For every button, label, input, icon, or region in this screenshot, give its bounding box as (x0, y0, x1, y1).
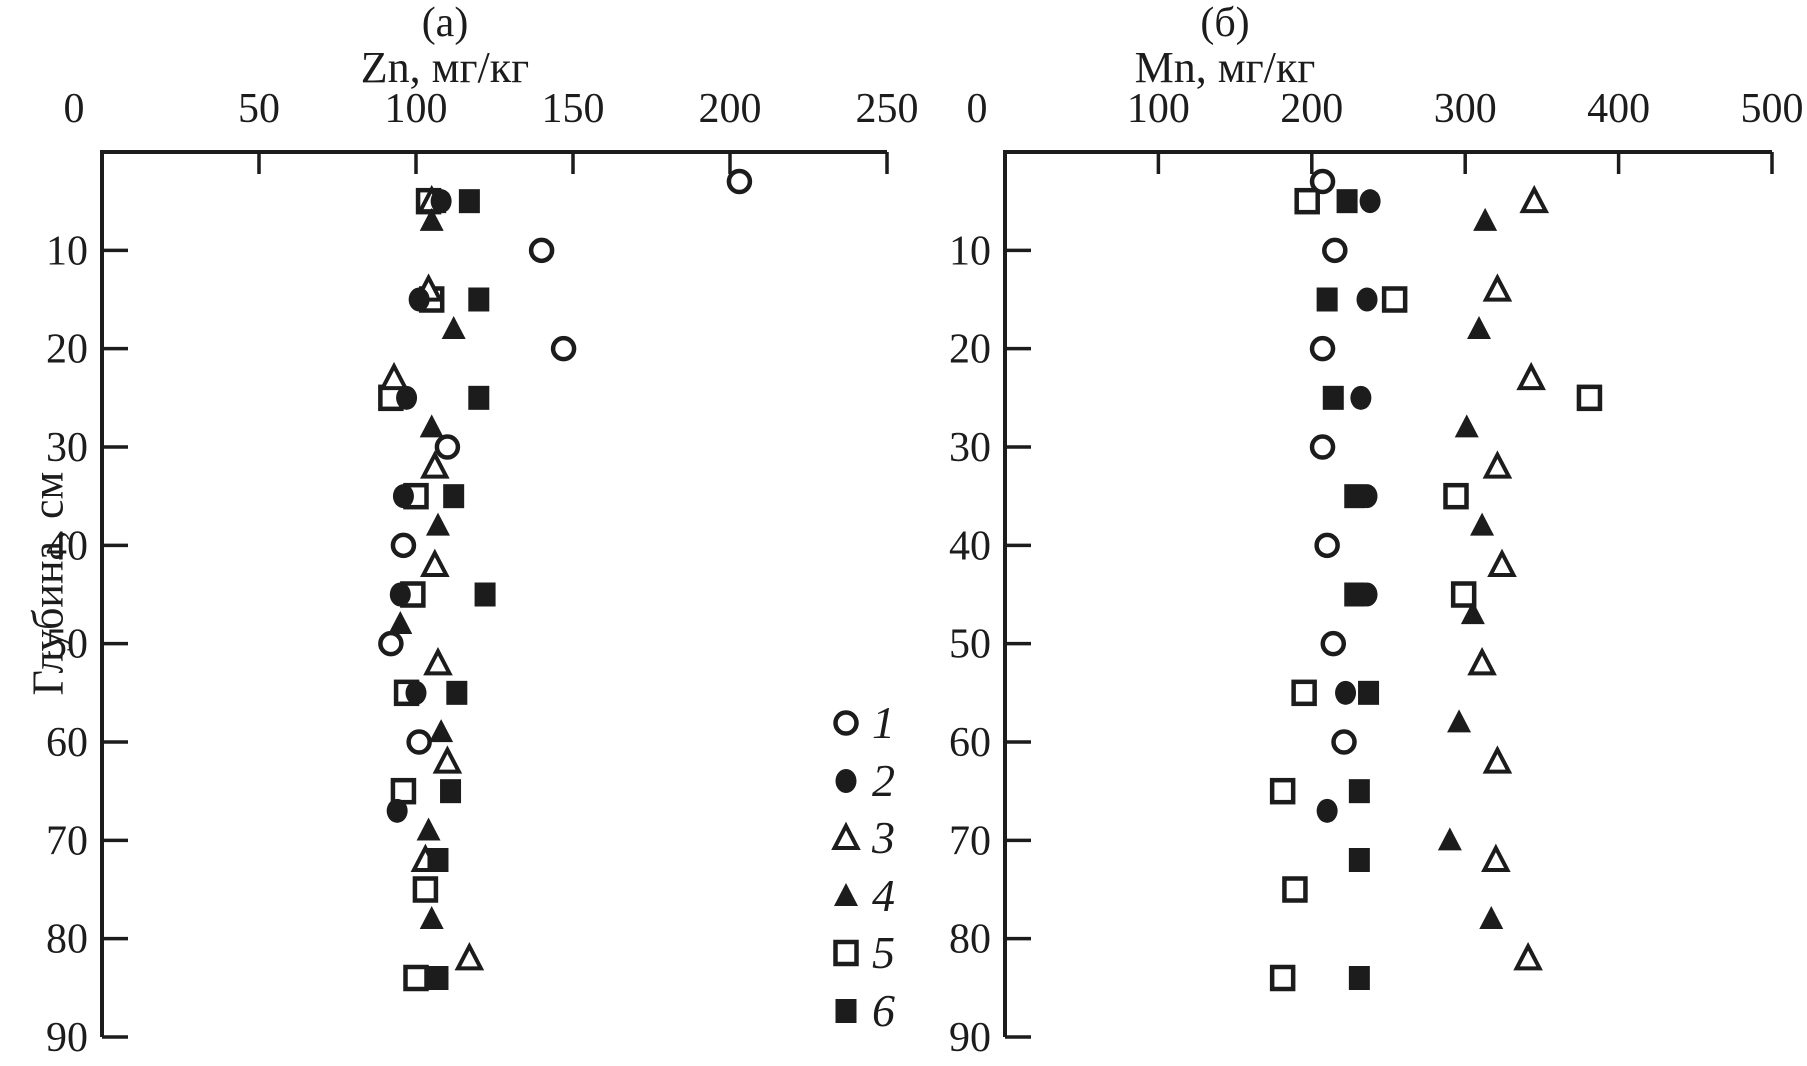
svg-text:0: 0 (967, 86, 988, 132)
svg-text:20: 20 (46, 327, 88, 373)
legend-item-4: 4 (826, 867, 895, 925)
svg-text:100: 100 (385, 86, 448, 132)
series-5-b (1269, 187, 1603, 992)
svg-text:20: 20 (949, 327, 991, 373)
legend-label-1: 1 (872, 697, 895, 748)
svg-text:500: 500 (1741, 86, 1804, 132)
svg-text:70: 70 (949, 818, 991, 864)
legend-item-3: 3 (826, 809, 895, 867)
series-1-a (378, 168, 753, 755)
filled-triangle-icon (826, 876, 866, 916)
legend-item-6: 6 (826, 982, 895, 1040)
svg-text:60: 60 (46, 720, 88, 766)
series-3-b (1467, 184, 1550, 971)
svg-text:80: 80 (949, 917, 991, 963)
svg-text:200: 200 (699, 86, 762, 132)
panel-b-tag: (б) (1200, 0, 1250, 46)
svg-text:90: 90 (46, 1015, 88, 1061)
legend-label-3: 3 (872, 812, 895, 863)
svg-text:90: 90 (949, 1015, 991, 1061)
filled-circle-icon (826, 761, 866, 801)
svg-text:150: 150 (542, 86, 605, 132)
legend-label-2: 2 (872, 755, 895, 806)
series-6-b (1316, 189, 1380, 990)
svg-text:10: 10 (949, 228, 991, 274)
svg-text:250: 250 (856, 86, 919, 132)
svg-text:40: 40 (949, 523, 991, 569)
legend-label-5: 5 (872, 927, 895, 978)
legend-label-6: 6 (872, 985, 895, 1036)
svg-text:300: 300 (1434, 86, 1497, 132)
series-4-a (388, 207, 466, 929)
open-circle-icon (826, 703, 866, 743)
svg-text:400: 400 (1587, 86, 1650, 132)
series-2-a (386, 189, 452, 823)
svg-text:70: 70 (46, 818, 88, 864)
legend-label-4: 4 (872, 870, 895, 921)
svg-text:50: 50 (238, 86, 280, 132)
legend-item-5: 5 (826, 924, 895, 982)
series-1-b (1309, 168, 1357, 755)
svg-text:200: 200 (1280, 86, 1343, 132)
filled-square-icon (826, 991, 866, 1031)
svg-text:30: 30 (949, 425, 991, 471)
open-triangle-icon (826, 818, 866, 858)
panel-a: 0 50 100 150 200 250 10 20 30 40 50 60 70 80 90 (46, 86, 919, 1061)
svg-text:40: 40 (46, 523, 88, 569)
svg-text:80: 80 (46, 917, 88, 963)
svg-text:60: 60 (949, 720, 991, 766)
svg-text:100: 100 (1127, 86, 1190, 132)
svg-text:50: 50 (46, 622, 88, 668)
series-6-a (427, 189, 496, 990)
panel-a-tag: (a) (421, 0, 469, 46)
svg-text:0: 0 (64, 86, 85, 132)
panel-b: 0 100 200 300 400 500 10 20 30 40 50 60 70 80 90 (949, 86, 1804, 1061)
series-4-b (1437, 207, 1504, 929)
legend-item-2: 2 (826, 752, 895, 810)
open-square-icon (826, 933, 866, 973)
legend-item-1: 1 (826, 694, 895, 752)
panel-b-axis-title: Mn, мг/кг (1134, 43, 1316, 92)
panel-a-axis-title: Zn, мг/кг (360, 43, 530, 92)
svg-text:30: 30 (46, 425, 88, 471)
svg-text:50: 50 (949, 622, 991, 668)
svg-text:10: 10 (46, 228, 88, 274)
